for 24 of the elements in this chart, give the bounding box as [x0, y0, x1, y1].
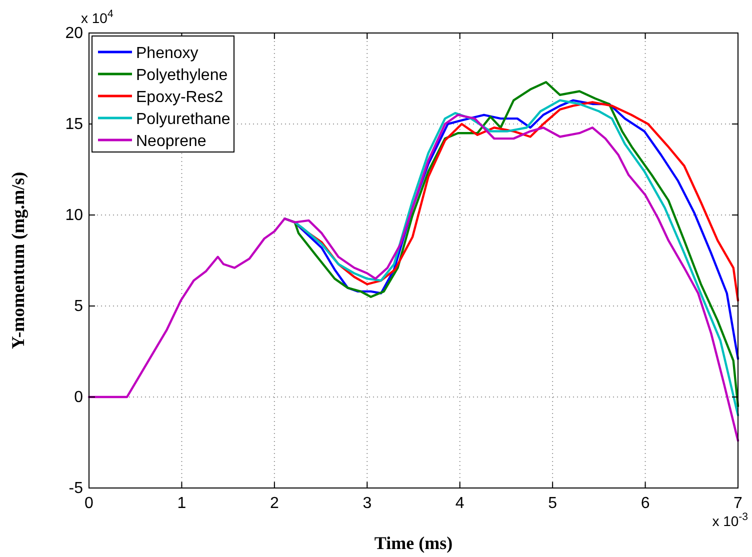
y-axis-title: Y-momentum (mg.m/s) — [8, 172, 28, 350]
x-tick-label: 2 — [270, 495, 279, 512]
x-tick-label: 0 — [84, 495, 94, 512]
legend-label: Neoprene — [136, 133, 206, 150]
x-tick-label: 6 — [640, 495, 650, 512]
text: x 10$^{-3}$ — [712, 511, 748, 529]
x-tick-label: 5 — [548, 495, 558, 512]
y-tick-label: 15 — [65, 116, 84, 133]
legend-label: Polyethylene — [136, 67, 228, 84]
y-tick-label: 10 — [65, 207, 84, 224]
x-tick-label: 1 — [177, 495, 186, 512]
legend-label: Phenoxy — [136, 45, 198, 62]
legend-label: Epoxy-Res2 — [136, 89, 224, 106]
x-tick-label: 3 — [362, 495, 372, 512]
y-tick-label: 0 — [74, 389, 84, 406]
x-tick-label: 7 — [734, 495, 743, 512]
x-axis-title: Time (ms) — [374, 533, 453, 553]
line-series — [88, 114, 740, 442]
legend-label: Polyurethane — [136, 111, 230, 128]
y-tick-label: 20 — [65, 25, 84, 42]
text: x 10$^{4}$ — [81, 8, 114, 26]
y-tick-label: 5 — [74, 298, 84, 315]
y-tick-label: -5 — [68, 480, 84, 497]
x-tick-label: 4 — [455, 495, 464, 512]
